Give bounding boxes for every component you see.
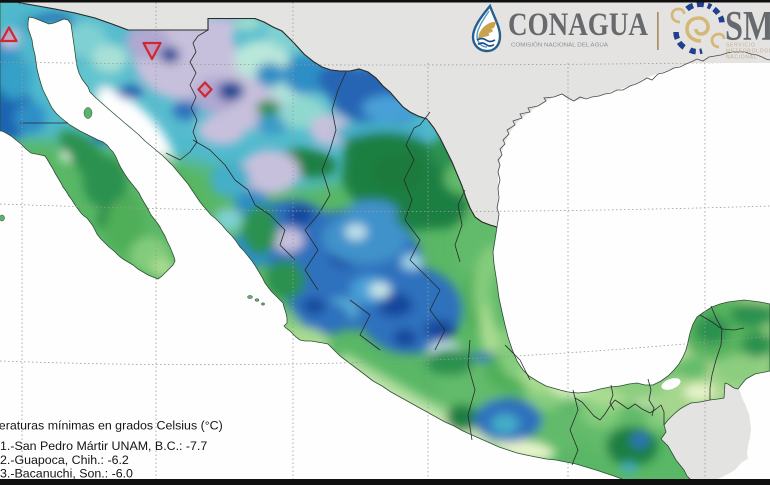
svg-text:3.-Bacanuchi, Son.: -6.0: 3.-Bacanuchi, Son.: -6.0 xyxy=(0,467,133,481)
svg-text:METEOROLÓGICO: METEOROLÓGICO xyxy=(726,48,770,55)
svg-text:2.-Guapoca, Chih.: -6.2: 2.-Guapoca, Chih.: -6.2 xyxy=(0,453,129,467)
svg-text:SERVICIO: SERVICIO xyxy=(726,43,755,49)
svg-text:1.-San Pedro Mártir UNAM, B.C.: 1.-San Pedro Mártir UNAM, B.C.: -7.7 xyxy=(0,439,207,453)
svg-text:Temperaturas mínimas en grados: Temperaturas mínimas en grados Celsius (… xyxy=(0,419,223,433)
svg-text:SMN: SMN xyxy=(725,4,770,50)
svg-text:NACIONAL: NACIONAL xyxy=(726,55,757,61)
svg-text:CONAGUA: CONAGUA xyxy=(508,7,648,43)
svg-text:COMISIÓN NACIONAL DEL AGUA: COMISIÓN NACIONAL DEL AGUA xyxy=(511,42,608,49)
